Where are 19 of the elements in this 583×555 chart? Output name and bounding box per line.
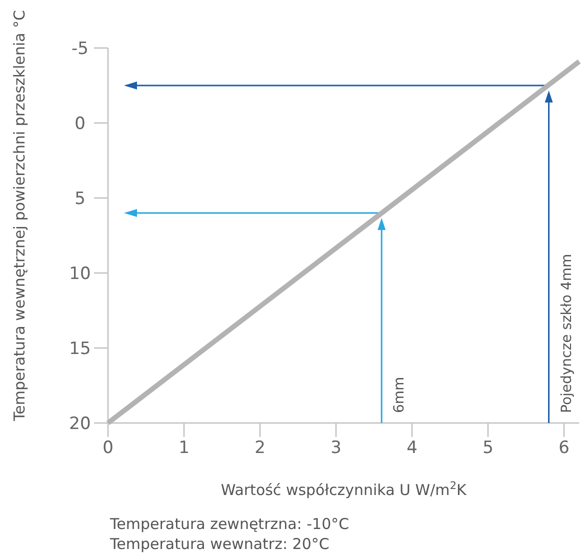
y-tick-label: 0 xyxy=(74,114,86,134)
ref-line-label: 6mm xyxy=(392,376,408,413)
x-tick-label: 4 xyxy=(406,438,418,458)
ref-line-label: Pojedyncze szkło 4mm xyxy=(558,254,575,413)
y-tick-label: 20 xyxy=(69,414,91,434)
y-tick-label: 10 xyxy=(69,264,91,284)
y-tick-label: -5 xyxy=(72,38,88,59)
y-tick-label: 5 xyxy=(74,188,86,209)
y-axis-title: Temperatura wewnętrznej powierzchni przeszklenia °C xyxy=(10,10,28,422)
x-tick-label: 0 xyxy=(102,438,114,458)
x-tick-label: 6 xyxy=(558,438,570,458)
x-tick-label: 2 xyxy=(254,438,266,458)
x-tick-label: 1 xyxy=(178,438,190,458)
text: Temperatura zewnętrzna: -10°C xyxy=(109,515,350,533)
text: Temperatura wewnatrz: 20°C xyxy=(109,535,330,553)
y-tick-label: 15 xyxy=(69,338,91,359)
x-tick-label: 3 xyxy=(330,438,342,458)
x-tick-label: 5 xyxy=(482,438,494,458)
x-axis-title: Wartość współczynnika U W/m$^{2}$K xyxy=(220,480,468,499)
